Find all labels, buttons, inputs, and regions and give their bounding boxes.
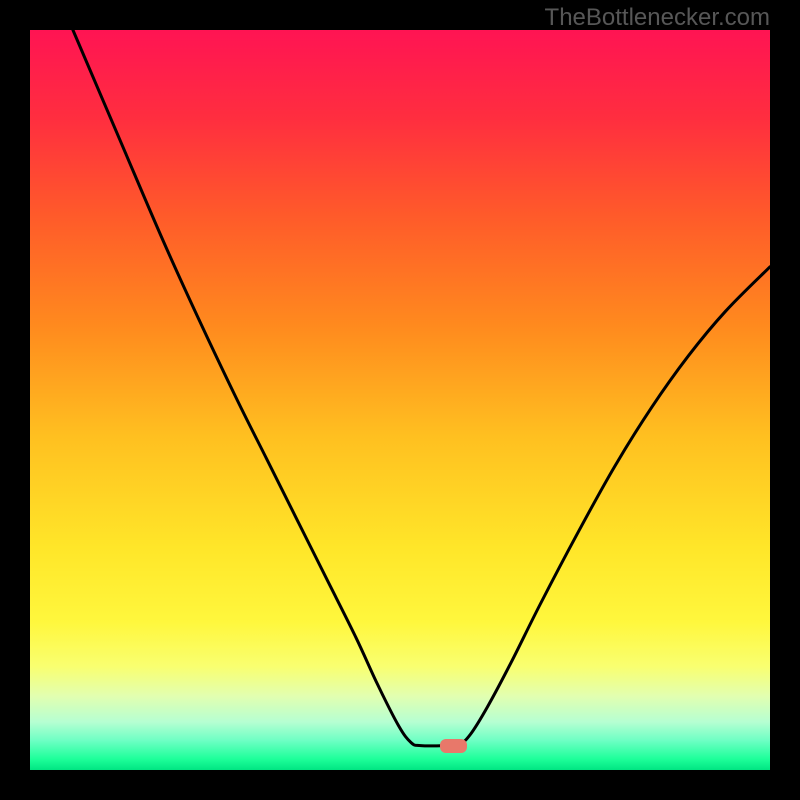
watermark-text: TheBottlenecker.com	[545, 4, 770, 32]
bottleneck-curve	[0, 0, 800, 800]
optimal-point-marker	[440, 739, 467, 753]
